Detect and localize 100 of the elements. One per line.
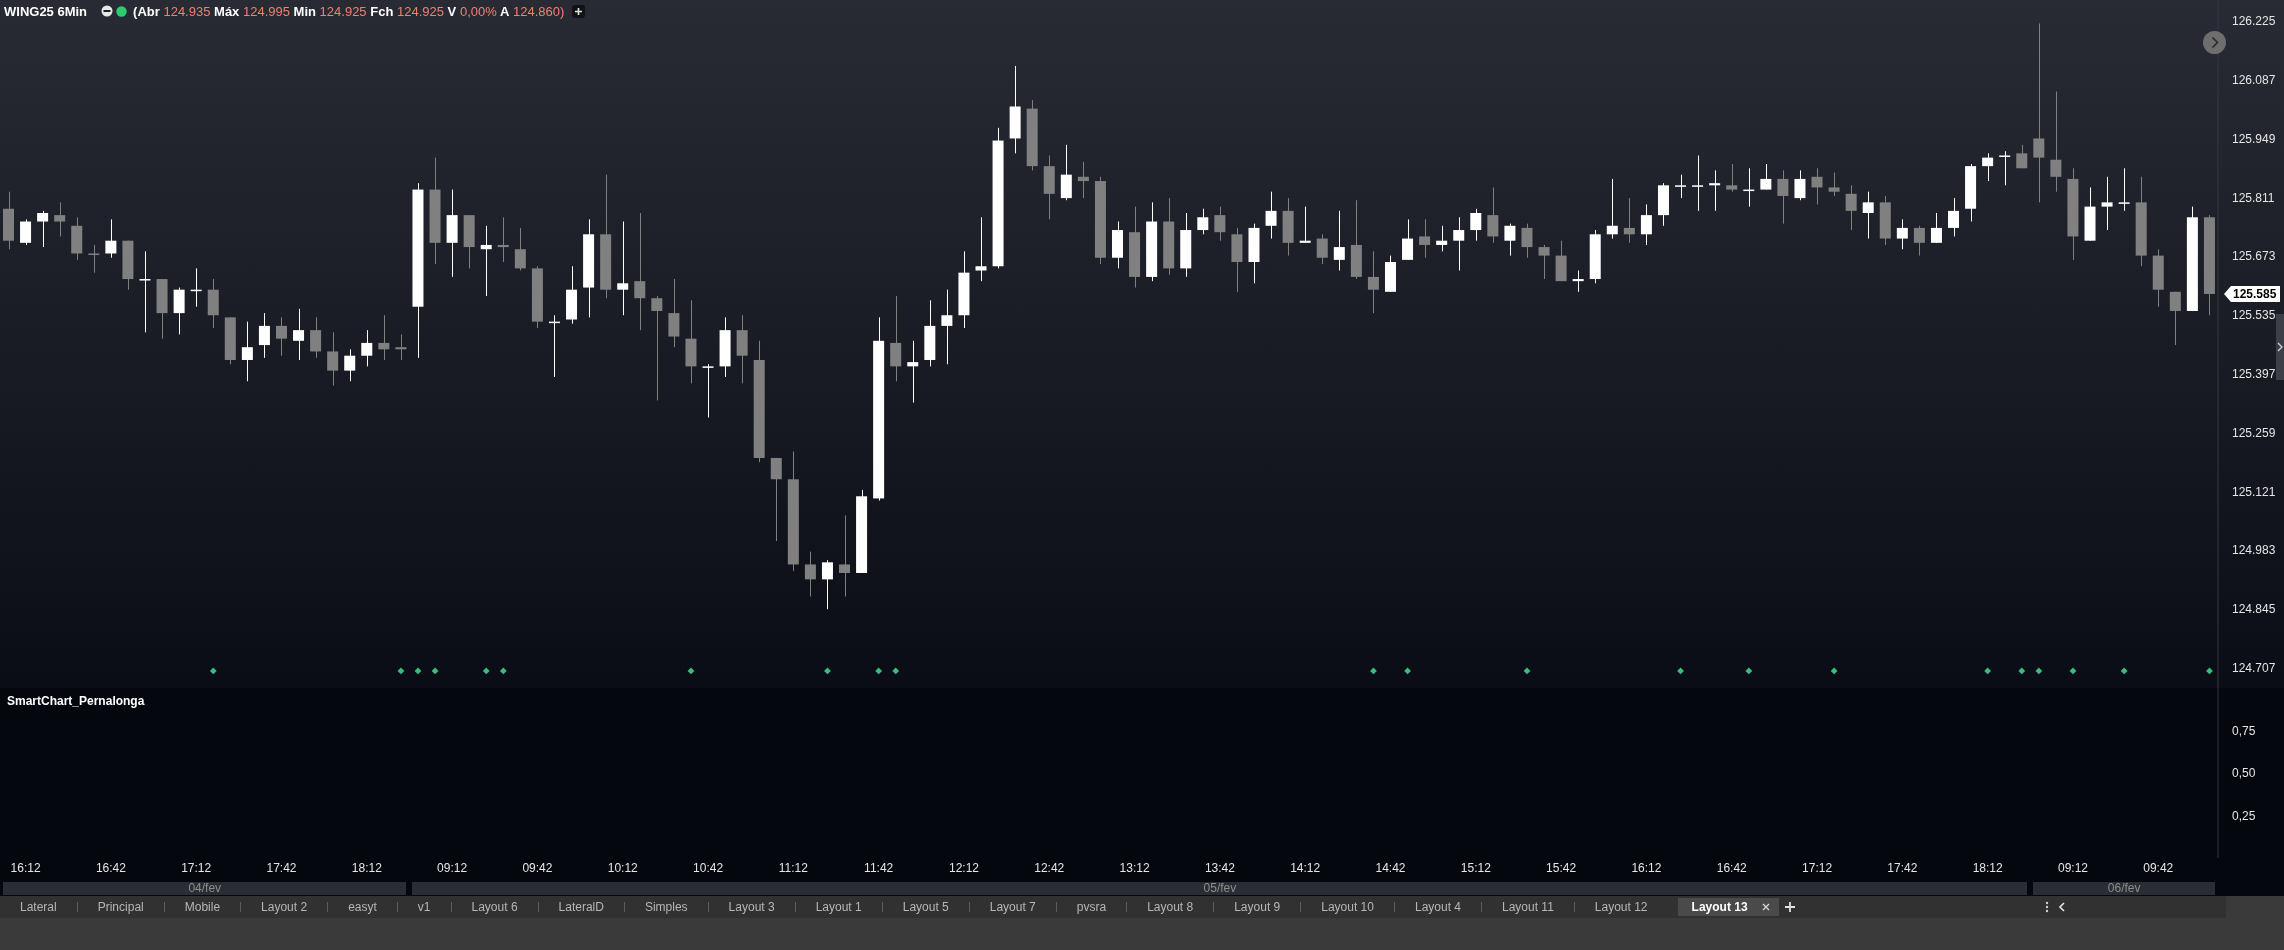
text: Layout 6	[471, 900, 518, 914]
text: (Abr 124.935 Máx 124.995 Min 124.925 Fch 124.925 V 0,00% A 124.860)	[133, 3, 565, 19]
candlestick	[54, 201, 66, 237]
candlestick	[1726, 163, 1738, 193]
candlestick	[839, 514, 851, 597]
candlestick	[1999, 150, 2011, 186]
y-tick-label: 125.673	[2232, 249, 2276, 264]
text: Layout 10	[1321, 900, 1374, 914]
candlestick	[1623, 197, 1635, 244]
x-tick-label: 13:12	[1119, 861, 1150, 875]
y-tick-label: 0,50	[2232, 766, 2256, 780]
text: Layout 7	[989, 900, 1036, 914]
candlestick	[1896, 218, 1908, 250]
text: Layout 2	[261, 900, 308, 914]
candlestick	[20, 218, 32, 246]
candlestick	[1367, 250, 1379, 314]
x-tick-label: 11:12	[778, 861, 809, 875]
candlestick	[1470, 208, 1482, 242]
text: Lateral	[20, 900, 57, 914]
candlestick	[241, 321, 253, 382]
candlestick	[1828, 172, 1840, 197]
candlestick	[1402, 218, 1414, 261]
candlestick	[1453, 216, 1465, 272]
x-tick-label: 09:42	[522, 861, 553, 875]
x-tick-label: 10:12	[607, 861, 639, 875]
text: Layout 11	[1502, 900, 1554, 914]
candlestick	[1930, 212, 1942, 244]
candlestick	[1606, 178, 1618, 240]
candlestick	[1794, 169, 1806, 201]
x-tick-label: 10:42	[693, 861, 724, 875]
candlestick	[105, 218, 117, 259]
candlestick	[1811, 167, 1823, 205]
candlestick	[310, 316, 322, 359]
y-tick-label: 125.259	[2232, 425, 2276, 440]
y-tick-label: 124.707	[2232, 660, 2276, 675]
candlestick	[1845, 184, 1857, 231]
y-tick-label: 0,25	[2232, 808, 2256, 823]
candlestick	[1777, 169, 1789, 225]
text: Layout 4	[1414, 900, 1461, 914]
text: LateralD	[558, 900, 604, 914]
text: Simples	[644, 900, 688, 914]
x-tick-label: 16:42	[95, 861, 127, 875]
candlestick	[2033, 22, 2045, 203]
candlestick	[327, 331, 339, 387]
y-tick-label: 124.845	[2232, 602, 2276, 617]
candlestick	[1948, 197, 1960, 237]
y-tick-label: 125.121	[2232, 484, 2276, 499]
x-tick-label: 09:12	[437, 861, 468, 875]
text: Layout 13	[1691, 900, 1748, 914]
candlestick	[1709, 169, 1721, 212]
candlestick	[2169, 291, 2181, 346]
candlestick	[1572, 270, 1584, 293]
candlestick	[1214, 206, 1226, 242]
x-tick-label: 16:12	[10, 861, 41, 875]
candlestick	[2050, 91, 2062, 193]
candlestick	[1675, 174, 1687, 199]
x-tick-label: 09:42	[2143, 861, 2174, 875]
x-tick-label: 16:42	[1716, 861, 1748, 875]
x-tick-label: 18:12	[1972, 861, 2004, 875]
candlestick	[617, 221, 629, 316]
candlestick	[2101, 176, 2113, 231]
candlestick	[821, 559, 833, 610]
candlestick	[1333, 210, 1345, 272]
y-tick-label: 0,75	[2232, 723, 2256, 738]
x-tick-label: 12:12	[948, 861, 980, 875]
candlestick	[480, 225, 492, 297]
x-tick-label: 17:12	[1802, 861, 1833, 875]
candlestick	[361, 329, 373, 367]
candlestick	[37, 210, 49, 248]
x-tick-label: 14:12	[1290, 861, 1321, 875]
x-tick-label: 17:42	[266, 861, 297, 875]
x-tick-label: 13:42	[1204, 861, 1236, 875]
candlestick	[668, 278, 680, 348]
text: 06/fev	[2107, 881, 2141, 895]
x-tick-label: 15:12	[1460, 861, 1492, 875]
candlestick	[1913, 225, 1925, 257]
candlestick	[1436, 225, 1448, 252]
y-tick-label: 125.535	[2232, 308, 2276, 323]
text: Layout 5	[902, 900, 949, 914]
text: Principal	[97, 900, 144, 914]
x-tick-label: 12:42	[1034, 861, 1065, 875]
candlestick	[497, 216, 509, 263]
text: v1	[417, 900, 431, 914]
candlestick	[770, 457, 782, 542]
y-tick-label: 125.811	[2232, 190, 2275, 205]
text: Mobile	[184, 900, 221, 914]
candlestick	[975, 216, 987, 282]
candlestick	[1419, 218, 1431, 259]
candlestick	[258, 312, 270, 359]
text: easyt	[348, 900, 377, 914]
candlestick	[1060, 144, 1072, 201]
candlestick	[1197, 208, 1209, 235]
candlestick	[1299, 206, 1311, 244]
text: 125.585	[2224, 285, 2281, 302]
candlestick	[1504, 223, 1516, 257]
candlestick	[1487, 186, 1499, 244]
y-tick-label: 124.983	[2232, 543, 2276, 558]
candlestick	[395, 333, 407, 361]
candlestick	[344, 348, 356, 382]
candlestick	[378, 314, 390, 361]
